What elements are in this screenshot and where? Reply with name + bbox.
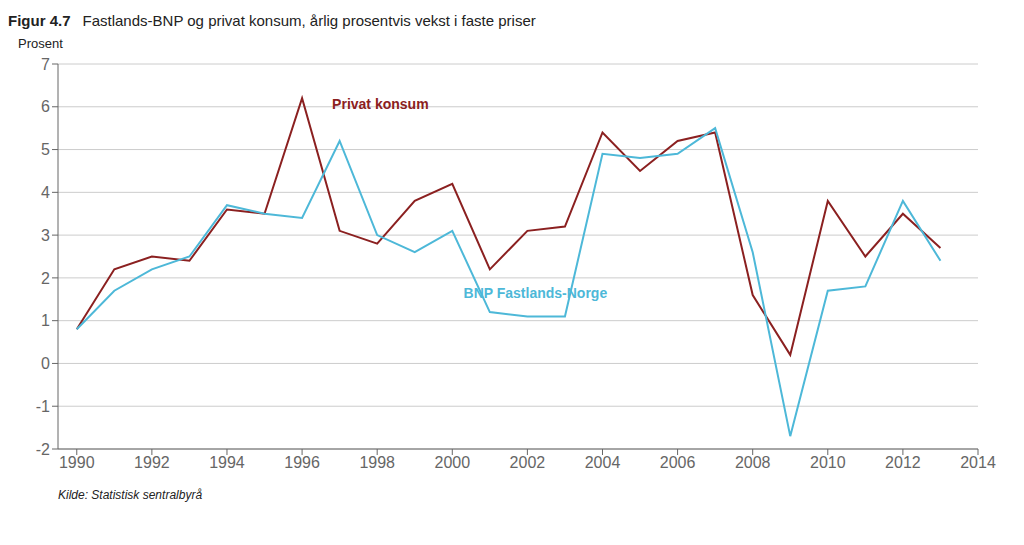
svg-text:1994: 1994 [209,454,245,471]
html-text:Kilde: Statistisk sentralbyrå: Kilde: Statistisk sentralbyrå [58,488,203,502]
svg-text:Privat konsum: Privat konsum [332,96,428,112]
svg-text:7: 7 [41,56,50,73]
svg-text:2000: 2000 [434,454,470,471]
svg-text:6: 6 [41,98,50,115]
svg-text:-1: -1 [36,398,50,415]
svg-text:2004: 2004 [585,454,621,471]
svg-text:1998: 1998 [359,454,395,471]
svg-text:2012: 2012 [885,454,921,471]
svg-text:2: 2 [41,270,50,287]
svg-text:2008: 2008 [735,454,771,471]
svg-text:1: 1 [41,312,50,329]
svg-text:5: 5 [41,141,50,158]
svg-text:2006: 2006 [660,454,696,471]
html-text:Fastlands-BNP og privat konsum: Fastlands-BNP og privat konsum, årlig pr… [82,12,536,29]
svg-text:-2: -2 [36,441,50,458]
svg-text:BNP Fastlands-Norge: BNP Fastlands-Norge [464,285,608,301]
svg-text:4: 4 [41,184,50,201]
svg-text:2002: 2002 [510,454,546,471]
html-text:Prosent: Prosent [18,36,63,51]
html-text:Figur 4.7: Figur 4.7 [8,12,71,29]
svg-text:1990: 1990 [59,454,95,471]
svg-text:1996: 1996 [284,454,320,471]
svg-text:3: 3 [41,227,50,244]
svg-text:0: 0 [41,355,50,372]
svg-text:2014: 2014 [960,454,996,471]
svg-text:1992: 1992 [134,454,170,471]
svg-text:2010: 2010 [810,454,846,471]
